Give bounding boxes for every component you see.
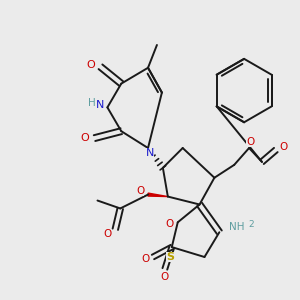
Text: O: O xyxy=(86,60,95,70)
Text: NH: NH xyxy=(230,222,245,232)
Text: O: O xyxy=(103,229,112,239)
Text: N: N xyxy=(146,148,154,158)
Text: O: O xyxy=(80,133,89,143)
Text: H: H xyxy=(88,98,95,108)
Text: O: O xyxy=(136,186,144,196)
Text: O: O xyxy=(280,142,288,152)
Polygon shape xyxy=(148,193,168,197)
Text: O: O xyxy=(166,219,174,229)
Text: 2: 2 xyxy=(248,220,254,229)
Text: O: O xyxy=(141,254,149,264)
Text: O: O xyxy=(161,272,169,282)
Text: O: O xyxy=(246,137,254,147)
Text: S: S xyxy=(166,252,174,262)
Text: N: N xyxy=(96,100,104,110)
